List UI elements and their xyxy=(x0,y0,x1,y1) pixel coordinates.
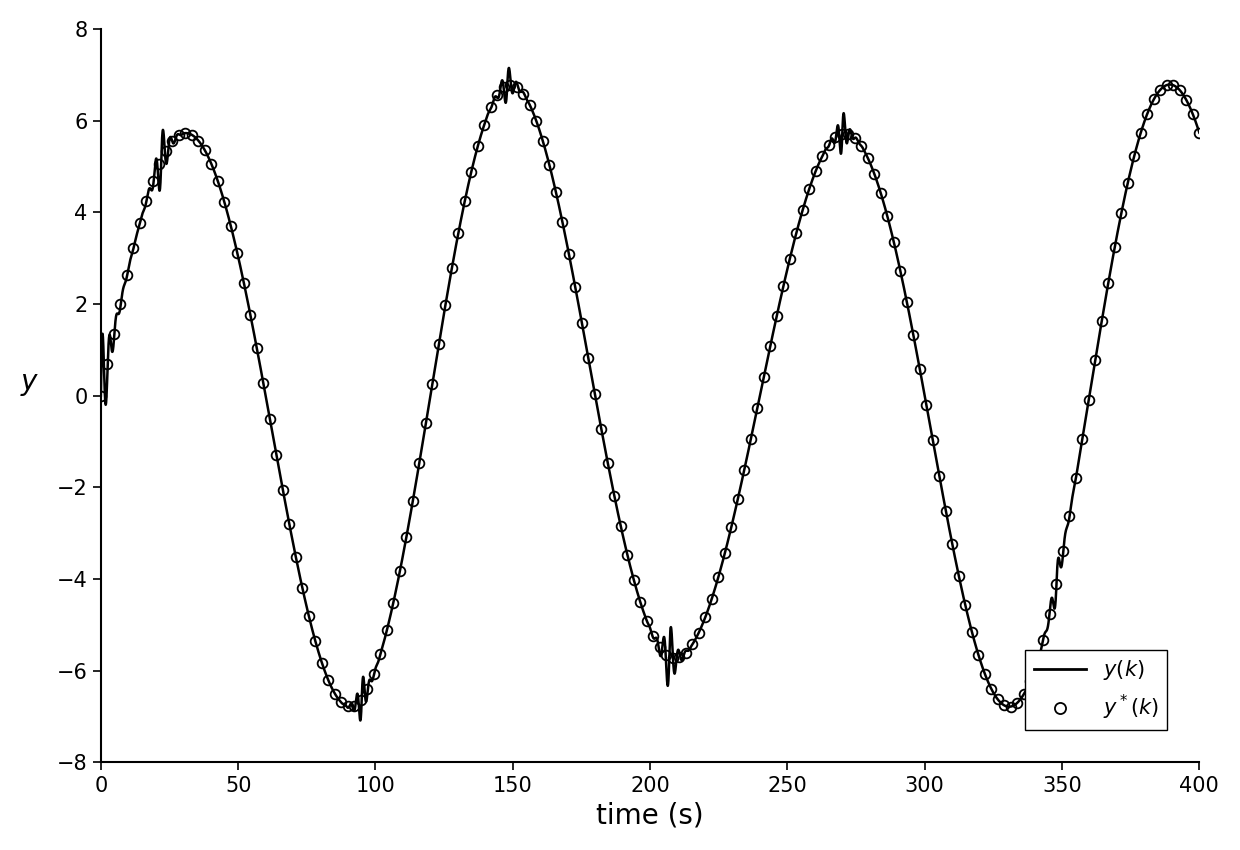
$y(k)$ xyxy=(908,341,923,351)
$y(k)$ xyxy=(93,390,108,400)
$y(k)$ xyxy=(744,433,759,443)
$y^*(k)$ xyxy=(1087,354,1102,365)
Line: $y(k)$: $y(k)$ xyxy=(100,68,1199,721)
$y(k)$ xyxy=(491,92,506,102)
$y(k)$ xyxy=(501,63,516,73)
Y-axis label: y: y xyxy=(21,367,37,395)
Legend: $y(k)$, $y^*(k)$: $y(k)$, $y^*(k)$ xyxy=(1025,649,1167,730)
$y(k)$ xyxy=(1192,128,1207,138)
$y^*(k)$ xyxy=(249,343,264,354)
$y(k)$ xyxy=(149,154,164,164)
$y^*(k)$ xyxy=(678,648,693,658)
$y^*(k)$ xyxy=(1003,701,1018,711)
$y^*(k)$ xyxy=(632,597,647,607)
X-axis label: time (s): time (s) xyxy=(596,802,704,829)
$y^*(k)$ xyxy=(626,575,641,585)
$y(k)$ xyxy=(967,635,982,645)
$y^*(k)$ xyxy=(93,390,108,400)
$y^*(k)$ xyxy=(1192,128,1207,138)
$y(k)$ xyxy=(353,716,368,726)
$y^*(k)$ xyxy=(510,82,525,92)
Line: $y^*(k)$: $y^*(k)$ xyxy=(95,80,1204,711)
$y(k)$ xyxy=(791,218,806,228)
$y^*(k)$ xyxy=(503,79,518,89)
